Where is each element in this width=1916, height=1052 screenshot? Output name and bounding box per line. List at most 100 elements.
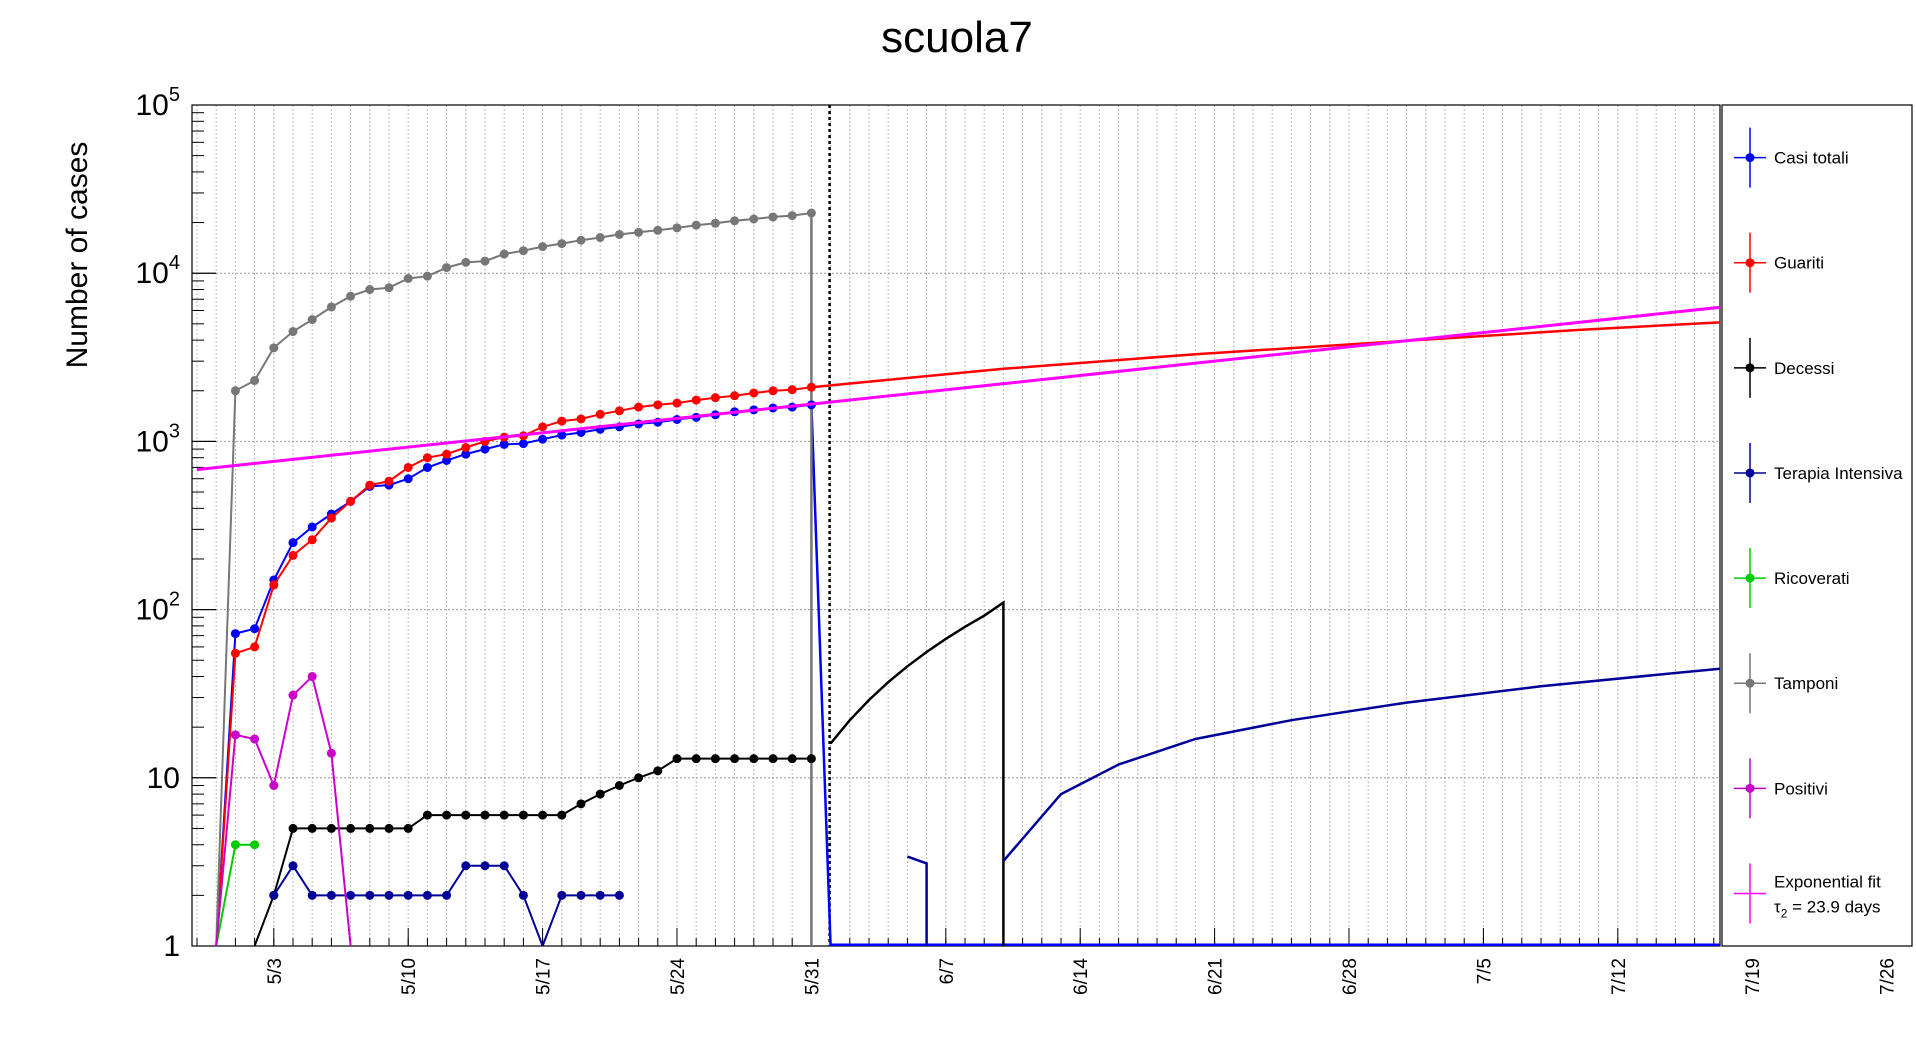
series-line: [215, 212, 812, 946]
data-point: [269, 780, 279, 790]
data-point: [614, 890, 624, 900]
data-point: [787, 754, 797, 764]
data-point: [384, 476, 394, 486]
x-tick-label: 6/14: [1071, 958, 1092, 995]
data-point: [557, 890, 567, 900]
legend-swatch-marker: [1745, 678, 1755, 688]
data-point: [403, 274, 413, 284]
y-tick-label: 103: [136, 420, 181, 458]
legend-swatch-marker: [1745, 468, 1755, 478]
data-point: [518, 810, 528, 820]
data-point: [768, 212, 778, 222]
data-point: [422, 810, 432, 820]
legend-label: Terapia Intensiva: [1774, 464, 1903, 483]
legend: Casi totali Guariti Decessi Terapia Intensi…: [1721, 104, 1913, 947]
data-point: [806, 754, 816, 764]
y-tick-label: 104: [136, 252, 181, 290]
y-tick-label: 102: [136, 589, 181, 627]
data-point: [653, 225, 663, 235]
data-point: [403, 823, 413, 833]
data-point: [672, 398, 682, 408]
data-point: [749, 214, 759, 224]
data-point: [250, 642, 260, 652]
legend-label: Exponential fit: [1774, 872, 1881, 891]
data-point: [230, 629, 240, 639]
data-point: [499, 439, 509, 449]
data-point: [307, 672, 317, 682]
legend-swatch-marker: [1745, 258, 1755, 268]
y-tick-label: 1: [163, 930, 180, 963]
chart-title: scuola7: [881, 13, 1033, 62]
data-point: [595, 233, 605, 243]
data-point: [230, 840, 240, 850]
data-point: [442, 455, 452, 465]
x-tick-label: 5/17: [534, 958, 555, 995]
x-tick-label: 5/3: [265, 958, 286, 984]
data-point: [250, 840, 260, 850]
data-point: [384, 823, 394, 833]
data-point: [634, 402, 644, 412]
legend-label-secondary: τ2 = 23.9 days: [1774, 897, 1881, 920]
data-point: [787, 385, 797, 395]
data-point: [346, 291, 356, 301]
series-line: [215, 386, 812, 946]
data-point: [384, 283, 394, 293]
data-point: [326, 513, 336, 523]
extrapolation-line: [829, 600, 1005, 946]
data-point: [461, 861, 471, 871]
data-point: [461, 442, 471, 452]
data-point: [307, 890, 317, 900]
legend-swatch-marker: [1745, 573, 1755, 583]
data-point: [384, 890, 394, 900]
data-point: [422, 890, 432, 900]
data-point: [480, 861, 490, 871]
data-point: [557, 239, 567, 249]
data-point: [538, 434, 548, 444]
legend-swatch-marker: [1745, 363, 1755, 373]
data-point: [269, 890, 279, 900]
data-point: [365, 823, 375, 833]
legend-label: Casi totali: [1774, 149, 1849, 168]
data-point: [518, 439, 528, 449]
data-point: [749, 388, 759, 398]
extrapolation-line: [1002, 667, 1720, 862]
data-point: [730, 216, 740, 226]
data-point: [288, 861, 298, 871]
data-point: [538, 242, 548, 252]
data-point: [480, 444, 490, 454]
data-point: [307, 315, 317, 325]
data-point: [307, 522, 317, 532]
series-line: [215, 403, 812, 946]
data-point: [250, 624, 260, 634]
data-point: [250, 376, 260, 386]
data-point: [250, 734, 260, 744]
x-tick-label: 6/21: [1206, 958, 1227, 995]
data-point: [595, 789, 605, 799]
x-tick-label: 7/12: [1609, 958, 1630, 995]
data-point: [326, 748, 336, 758]
data-point: [480, 256, 490, 266]
extrapolation-line: [810, 404, 832, 946]
data-point: [230, 730, 240, 740]
legend-label: Tamponi: [1774, 674, 1838, 693]
legend-label: Guariti: [1774, 254, 1824, 273]
data-point: [768, 754, 778, 764]
legend-box: [1721, 104, 1913, 947]
x-tick-label: 7/5: [1474, 958, 1495, 984]
x-tick-label: 5/10: [399, 958, 420, 995]
data-point: [422, 271, 432, 281]
data-point: [691, 754, 701, 764]
legend-label: Decessi: [1774, 359, 1834, 378]
data-point: [672, 754, 682, 764]
data-point: [576, 414, 586, 424]
data-point: [768, 386, 778, 396]
data-point: [557, 416, 567, 426]
data-point: [614, 406, 624, 416]
data-point: [403, 462, 413, 472]
data-point: [346, 496, 356, 506]
data-point: [326, 302, 336, 312]
legend-swatch-marker: [1745, 783, 1755, 793]
extrapolation-line: [811, 321, 1720, 389]
data-point: [403, 890, 413, 900]
